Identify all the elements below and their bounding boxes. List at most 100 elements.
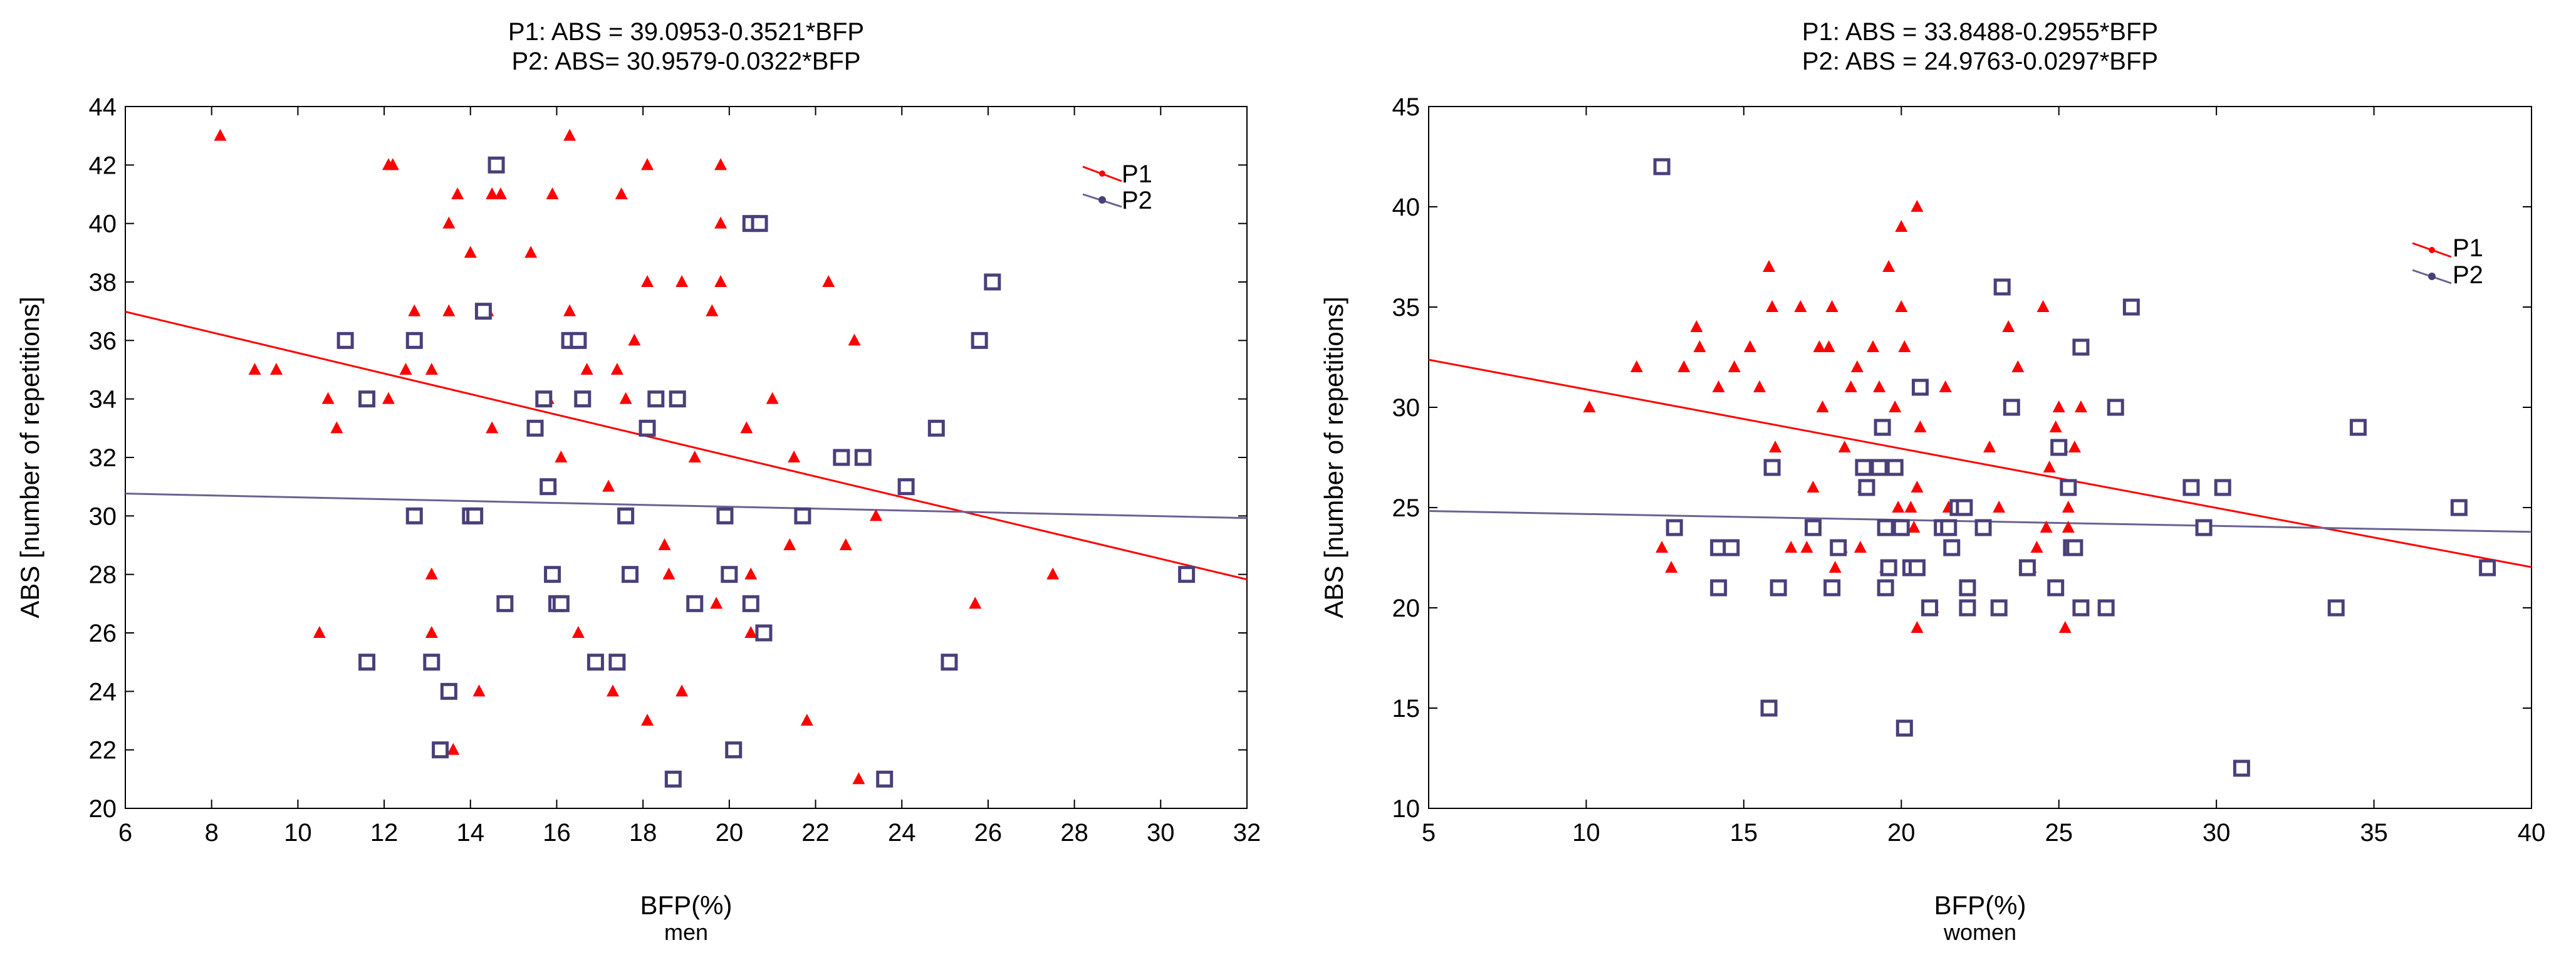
p2-point [526, 419, 544, 437]
p1-point [563, 128, 576, 141]
x-tick-label: 22 [801, 819, 830, 847]
p1-point [580, 363, 593, 375]
p1-point [330, 421, 343, 434]
chart-men-legend: P1 P2 [1082, 160, 1152, 214]
y-tick-label: 40 [89, 211, 117, 238]
p1-point [2002, 320, 2015, 332]
p1-point [852, 772, 865, 785]
x-tick-label: 35 [2360, 819, 2388, 847]
p2-point [2047, 579, 2065, 597]
p1-point [1895, 300, 1908, 312]
p2-point [488, 156, 505, 174]
chart-men-title-line2: P2: ABS= 30.9579-0.0322*BFP [511, 48, 860, 75]
chart-women: P1: ABS = 33.8488-0.2955*BFP P2: ABS = 2… [1319, 18, 2545, 945]
p1-point [1766, 300, 1779, 312]
x-tick-label: 28 [1060, 819, 1088, 847]
p2-point [1877, 579, 1894, 597]
p2-point [405, 331, 423, 349]
p1-point [1690, 320, 1703, 332]
y-tick-label: 28 [89, 561, 117, 589]
p2-point [1943, 539, 1961, 556]
y-tick-label: 45 [1392, 93, 1421, 121]
p1-point [788, 451, 801, 462]
p1-point [1677, 360, 1691, 372]
p2-point [2122, 298, 2140, 316]
y-tick-label: 24 [89, 678, 117, 706]
p2-point [794, 507, 811, 524]
p1-point [2058, 621, 2072, 633]
p1-point [1785, 541, 1798, 553]
p2-point [1959, 599, 1976, 617]
p2-point [2107, 399, 2124, 416]
p2-point [1974, 519, 1992, 536]
p2-point [1921, 599, 1939, 617]
x-tick-label: 10 [284, 819, 312, 847]
p2-point [2003, 399, 2020, 416]
p2-point [1666, 519, 1683, 536]
p2-point [1178, 566, 1196, 583]
chart-women-legend-p2-label: P2 [2453, 261, 2483, 289]
p1-point [610, 363, 623, 375]
p1-point [848, 333, 861, 346]
p2-point [1804, 519, 1822, 536]
chart-women-legend: P1 P2 [2412, 234, 2483, 289]
chart-women-series-p2 [1653, 158, 2496, 777]
p1-point [2036, 300, 2050, 312]
p1-point [399, 363, 412, 375]
x-tick-label: 10 [1572, 819, 1600, 847]
p1-point [494, 187, 507, 199]
p2-point [716, 507, 734, 524]
p2-point [669, 390, 686, 408]
p2-point [1880, 559, 1897, 577]
p1-point [1656, 541, 1669, 553]
p2-point [552, 595, 570, 612]
p1-point [1838, 441, 1851, 452]
p1-point [641, 714, 654, 726]
p1-point [839, 538, 852, 550]
x-tick-label: 30 [1147, 819, 1175, 847]
p1-point [486, 187, 499, 199]
x-tick-label: 20 [716, 819, 744, 847]
fit-line-p1 [125, 311, 1247, 581]
p1-point [1844, 380, 1857, 392]
y-tick-label: 20 [89, 795, 117, 823]
p2-point [2450, 499, 2468, 516]
p2-point [984, 273, 1001, 291]
p2-point [2050, 439, 2068, 456]
p1-point [688, 451, 701, 462]
p2-point [1908, 559, 1926, 577]
p2-point [2479, 559, 2496, 577]
p2-point [336, 331, 354, 349]
p2-point [2214, 479, 2231, 496]
p2-point [1874, 419, 1891, 436]
p1-point [658, 538, 671, 550]
p1-point [1911, 621, 1924, 633]
p1-point [546, 187, 559, 199]
p1-point [1983, 441, 1996, 452]
p1-point [714, 158, 727, 170]
p1-point [2074, 400, 2087, 412]
fit-line-p1 [1429, 358, 2532, 568]
x-tick-label: 32 [1233, 819, 1261, 847]
p1-point [1800, 541, 1813, 553]
chart-men-y-axis: 20 22 24 26 28 30 32 34 36 38 40 42 44 [89, 93, 1247, 823]
p2-point [721, 566, 738, 583]
p1-point [602, 479, 615, 492]
p1-point [1892, 501, 1905, 513]
p2-point [1959, 579, 1976, 597]
chart-women-x-axis-label: BFP(%) [1934, 890, 2026, 920]
chart-women-y-axis: 10 15 20 25 30 35 40 45 [1392, 93, 2532, 823]
p2-point [971, 331, 988, 349]
p1-point [1898, 340, 1911, 352]
p1-point [1904, 501, 1917, 513]
p1-point [555, 451, 568, 462]
p2-point [358, 654, 376, 671]
p2-point [574, 390, 592, 408]
p1-point [563, 304, 576, 316]
p1-point [710, 597, 723, 609]
p1-point [408, 304, 421, 316]
p1-point [442, 216, 456, 229]
p1-point [619, 392, 632, 404]
p1-point [740, 421, 753, 434]
